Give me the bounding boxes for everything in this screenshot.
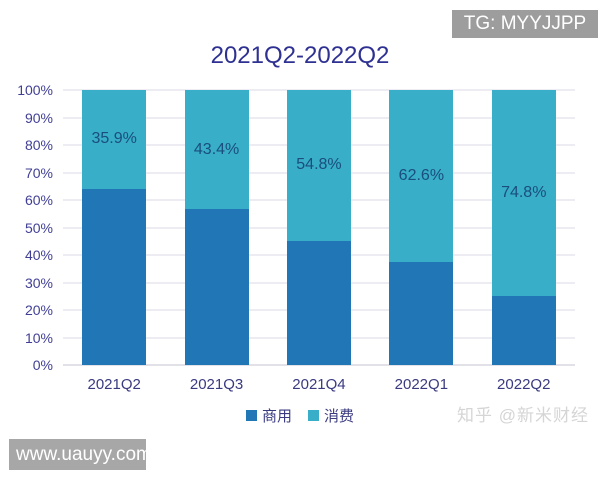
y-tick-label: 30% — [24, 274, 53, 291]
data-label: 74.8% — [501, 183, 547, 201]
segment-commercial — [82, 188, 147, 365]
bars: 35.9% 43.4% 54.8% 62.6% 74.8% — [63, 90, 575, 365]
y-tick-label: 90% — [24, 109, 53, 126]
chart-title: 2021Q2-2022Q2 — [210, 42, 390, 69]
segment-consumer: 54.8% — [286, 90, 351, 241]
y-tick-label: 70% — [24, 164, 53, 181]
data-label: 43.4% — [193, 140, 240, 158]
bar-2021Q2: 35.9% — [82, 90, 147, 365]
tg-watermark-badge: TG: MYYJJPP — [452, 10, 598, 38]
y-tick-label: 20% — [24, 302, 53, 318]
plot-area: 35.9% 43.4% 54.8% 62.6% 74.8% — [63, 89, 575, 366]
gridline — [63, 364, 575, 366]
legend-label: 消费 — [324, 408, 355, 425]
site-watermark-badge: www.uauyy.com — [9, 439, 152, 470]
legend-label: 商用 — [261, 408, 292, 425]
y-tick-label: 60% — [24, 192, 53, 208]
legend: 商用 消费 — [0, 405, 600, 426]
segment-consumer: 62.6% — [389, 90, 454, 263]
segment-commercial — [184, 209, 249, 365]
y-tick-label: 80% — [24, 137, 53, 153]
bar-2021Q3: 43.4% — [184, 90, 249, 365]
y-tick-label: 100% — [17, 82, 53, 98]
x-tick-label: 2022Q2 — [497, 376, 551, 393]
legend-item-消费: 消费 — [308, 405, 354, 426]
x-tick-label: 2021Q3 — [189, 376, 244, 393]
y-tick-label: 40% — [24, 247, 53, 263]
segment-consumer: 35.9% — [82, 90, 147, 189]
site-watermark-text: www.uauyy.com — [16, 443, 152, 465]
data-label: 62.6% — [398, 167, 445, 185]
segment-consumer: 43.4% — [184, 90, 249, 210]
y-tick-label: 0% — [32, 357, 53, 373]
y-tick-label: 50% — [24, 219, 53, 236]
x-tick-label: 2021Q4 — [292, 376, 346, 393]
y-tick-label: 10% — [24, 329, 53, 346]
segment-commercial — [286, 240, 351, 365]
segment-commercial — [389, 262, 454, 365]
legend-swatch-icon — [245, 410, 257, 421]
legend-swatch-icon — [308, 410, 319, 421]
segment-consumer: 74.8% — [491, 90, 556, 296]
bar-2021Q4: 54.8% — [286, 90, 351, 365]
bar-2022Q1: 62.6% — [389, 90, 454, 365]
y-axis-labels: 100% 90% 80% 70% 60% 50% 40% 30% 20% 10% 0% — [0, 82, 53, 373]
bar-2022Q2: 74.8% — [491, 90, 556, 365]
zhihu-credit-watermark: 知乎 @新米财经 — [457, 406, 589, 425]
legend-item-商用: 商用 — [245, 405, 292, 426]
segment-commercial — [491, 295, 556, 365]
data-label: 35.9% — [91, 130, 137, 148]
data-label: 54.8% — [296, 156, 342, 174]
tg-watermark-text: TG: MYYJJPP — [463, 13, 587, 34]
x-tick-label: 2021Q2 — [87, 376, 141, 393]
x-tick-label: 2022Q1 — [394, 376, 449, 393]
x-axis-labels: 2021Q2 2021Q3 2021Q4 2022Q1 2022Q2 — [63, 376, 575, 393]
